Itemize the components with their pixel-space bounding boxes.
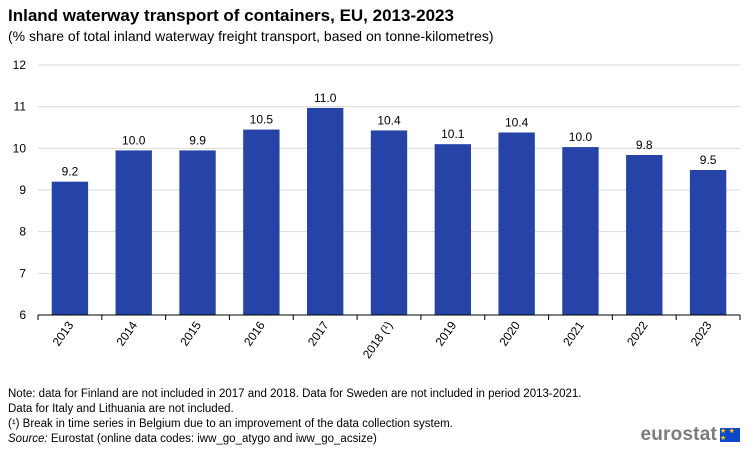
bar-2014 bbox=[115, 150, 152, 315]
x-tick-label-6: 2019 bbox=[432, 318, 459, 348]
note-line-3: (¹) Break in time series in Belgium due … bbox=[8, 418, 453, 430]
bar-2020 bbox=[498, 132, 535, 315]
x-tick-label-3: 2016 bbox=[241, 318, 268, 348]
data-label-5: 10.4 bbox=[377, 113, 401, 127]
data-label-1: 10.0 bbox=[122, 133, 146, 147]
data-label-6: 10.1 bbox=[441, 127, 465, 141]
x-tick-label-10: 2023 bbox=[688, 318, 715, 348]
data-label-9: 9.8 bbox=[636, 138, 653, 152]
data-label-7: 10.4 bbox=[505, 116, 529, 130]
source-line: Source: Eurostat (online data codes: iww… bbox=[8, 432, 581, 447]
flag-stars: ★ ★ ★ bbox=[720, 428, 736, 442]
data-label-2: 9.9 bbox=[189, 133, 206, 147]
data-label-4: 11.0 bbox=[314, 91, 337, 105]
bar-layer bbox=[51, 107, 727, 316]
bar-2017 bbox=[306, 107, 344, 316]
y-tick-label-6: 12 bbox=[13, 58, 27, 72]
chart-subtitle: (% share of total inland waterway freigh… bbox=[8, 28, 494, 44]
bar-2021 bbox=[562, 147, 599, 315]
bar-2015 bbox=[179, 150, 216, 315]
y-tick-label-0: 6 bbox=[19, 308, 26, 322]
eu-flag-icon: ★ ★ ★ bbox=[720, 428, 740, 442]
y-tick-label-4: 10 bbox=[13, 141, 27, 155]
source-text: Eurostat (online data codes: iww_go_atyg… bbox=[47, 433, 377, 445]
x-tick-label-7: 2020 bbox=[496, 318, 523, 348]
x-tick-label-5: 2018 (¹) bbox=[360, 319, 396, 361]
chart-notes: Note: data for Finland are not included … bbox=[8, 387, 581, 447]
chart-title: Inland waterway transport of containers,… bbox=[8, 6, 454, 25]
eurostat-logo[interactable]: eurostat ★ ★ ★ bbox=[640, 424, 740, 446]
bar-2023 bbox=[689, 170, 727, 315]
data-label-10: 9.5 bbox=[700, 153, 717, 167]
x-tick-label-0: 2013 bbox=[50, 318, 77, 348]
bar-2019 bbox=[434, 144, 472, 315]
bar-2013 bbox=[51, 181, 89, 315]
y-tick-label-5: 11 bbox=[14, 100, 27, 114]
y-tick-label-1: 7 bbox=[19, 266, 26, 280]
x-tick-label-8: 2021 bbox=[560, 318, 587, 348]
logo-text: eurostat bbox=[640, 424, 717, 445]
data-label-3: 10.5 bbox=[250, 113, 274, 127]
note-line-1: Note: data for Finland are not included … bbox=[8, 388, 582, 400]
source-label: Source: bbox=[8, 433, 48, 445]
x-tick-label-1: 2014 bbox=[113, 318, 140, 348]
bar-2022 bbox=[626, 155, 663, 315]
x-tick-label-9: 2022 bbox=[624, 318, 651, 348]
y-tick-label-2: 8 bbox=[19, 225, 26, 239]
note-line-2: Data for Italy and Lithuania are not inc… bbox=[8, 403, 234, 415]
bar-2016 bbox=[243, 129, 280, 315]
data-label-8: 10.0 bbox=[569, 130, 593, 144]
label-layer: 9.2 10.0 9.9 10.5 11.0 10.4 10.1 10.4 10.0 9.8 9.5 bbox=[62, 91, 717, 179]
y-tick-label-3: 9 bbox=[19, 183, 26, 197]
data-label-0: 9.2 bbox=[62, 165, 79, 179]
x-tick-label-4: 2017 bbox=[305, 318, 332, 348]
bar-2018 bbox=[370, 130, 408, 315]
x-tick-label-2: 2015 bbox=[177, 318, 204, 348]
